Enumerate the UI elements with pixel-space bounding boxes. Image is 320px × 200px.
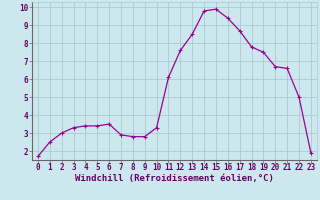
X-axis label: Windchill (Refroidissement éolien,°C): Windchill (Refroidissement éolien,°C) bbox=[75, 174, 274, 183]
